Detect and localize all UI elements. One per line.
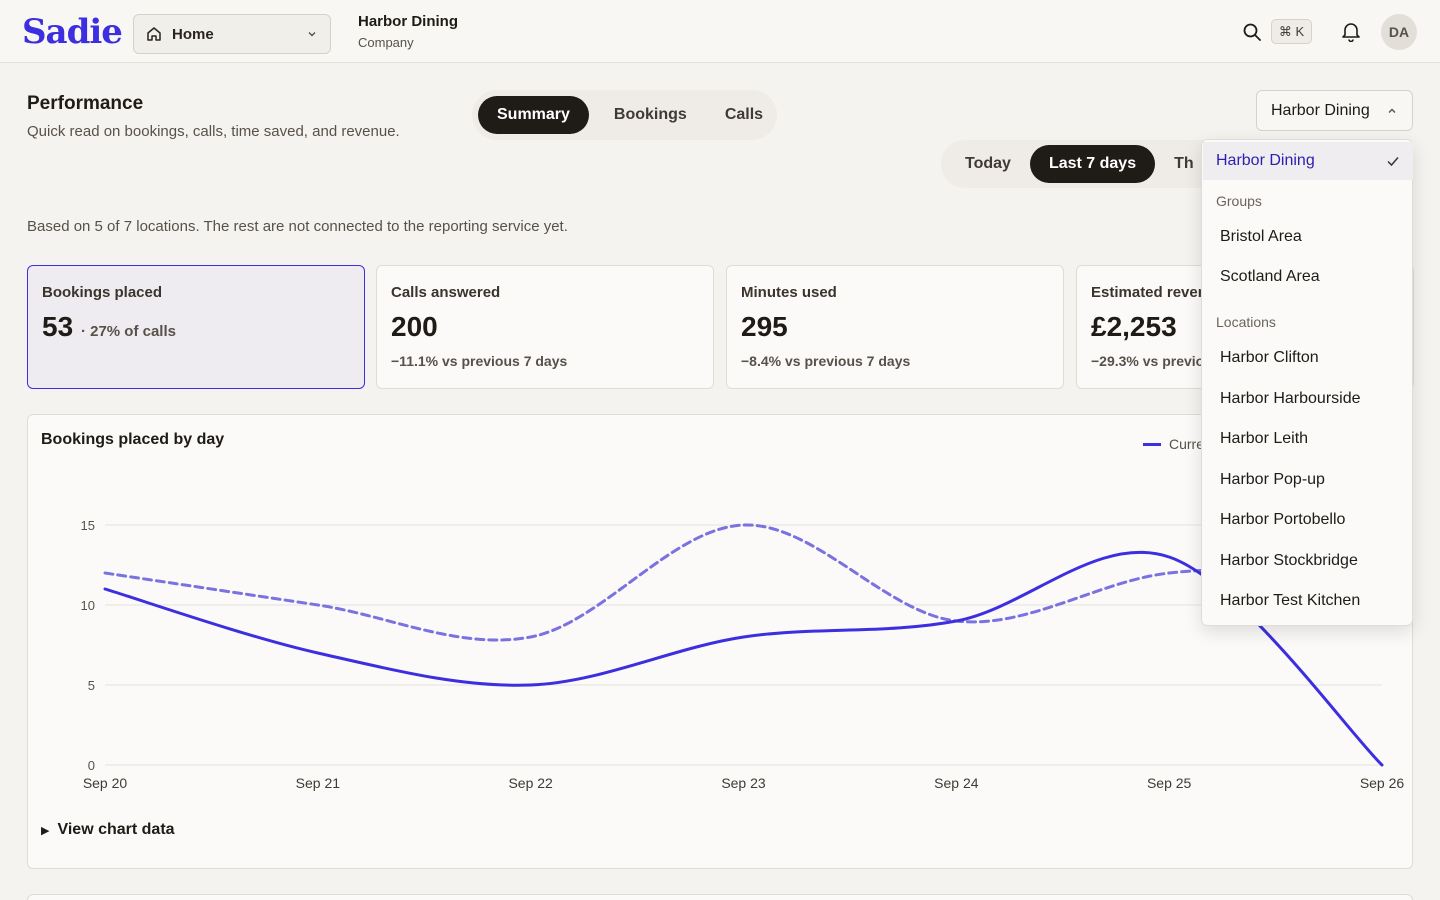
stat-card-value: 295 [741, 311, 788, 342]
x-tick-label: Sep 20 [83, 775, 128, 791]
location-select-button[interactable]: Harbor Dining [1256, 90, 1413, 131]
y-tick-label: 0 [88, 758, 95, 773]
tab-bookings[interactable]: Bookings [613, 106, 687, 123]
dropdown-option-group[interactable]: Bristol Area [1220, 228, 1302, 245]
range-today[interactable]: Today [965, 155, 1011, 172]
coverage-note: Based on 5 of 7 locations. The rest are … [27, 218, 568, 235]
range-last-7-days[interactable]: Last 7 days [1029, 145, 1156, 183]
check-icon [1387, 157, 1399, 167]
stat-card-delta: −8.4% vs previous 7 days [741, 353, 911, 369]
chart-title: Bookings placed by day [41, 431, 225, 448]
x-tick-label: Sep 22 [508, 775, 553, 791]
x-tick-label: Sep 21 [296, 775, 341, 791]
x-tick-label: Sep 24 [934, 775, 979, 791]
x-tick-label: Sep 23 [721, 775, 766, 791]
dropdown-option-location[interactable]: Harbor Stockbridge [1220, 552, 1358, 569]
stat-card-value: 200 [391, 311, 438, 342]
dropdown-option-location[interactable]: Harbor Pop-up [1220, 471, 1325, 488]
stat-card-value: £2,253 [1091, 311, 1177, 342]
org-type: Company [358, 35, 414, 50]
legend-label-current: Curre [1169, 436, 1205, 452]
stat-card-title: Calls answered [391, 284, 501, 301]
stat-card-delta: −29.3% vs previo [1091, 353, 1205, 369]
dropdown-group-heading: Groups [1216, 193, 1262, 209]
stat-card-minutes[interactable]: Minutes used 295 −8.4% vs previous 7 day… [726, 265, 1064, 389]
dropdown-option-location[interactable]: Harbor Leith [1220, 430, 1309, 447]
chevron-down-icon [308, 32, 316, 37]
date-range-selector: Today Last 7 days Th [941, 140, 1241, 188]
stat-card-value-row: 53 · 27% of calls [42, 311, 350, 343]
location-dropdown: Harbor Dining Groups Bristol Area Scotla… [1201, 139, 1413, 626]
org-name: Harbor Dining [358, 13, 458, 30]
stat-card-calls[interactable]: Calls answered 200 −11.1% vs previous 7 … [376, 265, 714, 389]
stat-card-value: 53 [42, 311, 74, 342]
y-tick-label: 10 [81, 598, 95, 613]
page-subtitle: Quick read on bookings, calls, time save… [27, 123, 400, 140]
top-bar: Sadie Home Harbor Dining Company ⌘ K DA [0, 0, 1440, 63]
dropdown-option-location[interactable]: Harbor Harbourside [1220, 390, 1361, 407]
dropdown-option-location[interactable]: Harbor Clifton [1220, 349, 1319, 366]
avatar[interactable]: DA [1381, 14, 1417, 50]
search-icon[interactable] [1242, 22, 1262, 42]
logo[interactable]: Sadie [22, 12, 123, 52]
stat-card-bookings[interactable]: Bookings placed 53 · 27% of calls [27, 265, 365, 389]
nav-select-label: Home [172, 25, 214, 43]
tab-calls[interactable]: Calls [724, 106, 764, 123]
page-title: Performance [27, 93, 144, 114]
view-chart-data-label: View chart data [57, 821, 175, 838]
chart-panel: 0 5 10 15 Sep 20 Sep 21 Sep 22 Sep 23 Sep 24 Sep … [27, 414, 1413, 869]
bookings-line-chart: 0 5 10 15 Sep 20 Sep 21 Sep 22 Sep 23 Sep 24 Sep … [81, 518, 1405, 791]
location-select-label: Harbor Dining [1271, 101, 1370, 119]
search-shortcut-badge: ⌘ K [1271, 19, 1312, 44]
x-tick-label: Sep 26 [1360, 775, 1405, 791]
secondary-panel [27, 894, 1413, 900]
dropdown-option-location[interactable]: Harbor Test Kitchen [1220, 592, 1361, 609]
legend-swatch-current [1143, 442, 1161, 446]
dropdown-option-selected[interactable]: Harbor Dining [1203, 142, 1413, 180]
stat-card-title: Minutes used [741, 284, 837, 301]
nav-select[interactable]: Home [133, 14, 331, 54]
dropdown-option-location[interactable]: Harbor Portobello [1220, 511, 1346, 528]
stat-card-title: Bookings placed [42, 284, 163, 301]
home-icon [147, 27, 161, 41]
series-line-current [103, 550, 1384, 767]
bell-icon[interactable] [1340, 20, 1362, 42]
y-tick-label: 5 [88, 678, 95, 693]
chevron-up-icon [1388, 108, 1396, 113]
stat-card-subvalue: · 27% of calls [80, 323, 176, 340]
stat-card-title: Estimated reven [1091, 284, 1207, 301]
dropdown-option-label: Harbor Dining [1216, 152, 1315, 169]
tab-summary[interactable]: Summary [478, 96, 589, 134]
chart-legend: Curre [1143, 436, 1204, 452]
disclosure-triangle-icon: ▶ [41, 824, 50, 837]
dropdown-locations-heading: Locations [1216, 314, 1276, 330]
view-chart-data-toggle[interactable]: ▶ View chart data [41, 821, 175, 839]
series-line-previous [103, 523, 1384, 642]
y-tick-label: 15 [81, 518, 95, 533]
dropdown-option-group[interactable]: Scotland Area [1220, 268, 1320, 285]
range-this[interactable]: Th [1174, 155, 1194, 172]
stat-card-delta: −11.1% vs previous 7 days [391, 353, 568, 369]
x-tick-label: Sep 25 [1147, 775, 1192, 791]
view-tabs: Summary Bookings Calls [472, 90, 777, 140]
